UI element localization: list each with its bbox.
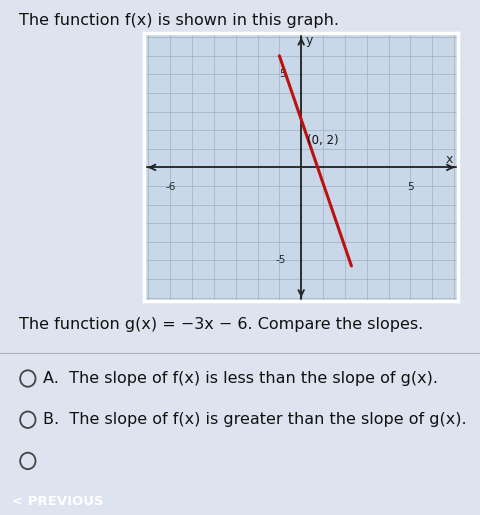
Text: The function f(x) is shown in this graph.: The function f(x) is shown in this graph… bbox=[19, 13, 339, 28]
Text: -6: -6 bbox=[165, 182, 175, 192]
Text: 5: 5 bbox=[407, 182, 414, 192]
Text: y: y bbox=[305, 35, 312, 47]
Text: -5: -5 bbox=[276, 255, 286, 265]
Text: The function g(x) = −3x − 6. Compare the slopes.: The function g(x) = −3x − 6. Compare the… bbox=[19, 317, 423, 332]
Text: < PREVIOUS: < PREVIOUS bbox=[12, 495, 103, 508]
Text: B.  The slope of f(x) is greater than the slope of g(x).: B. The slope of f(x) is greater than the… bbox=[43, 412, 467, 427]
Text: 5: 5 bbox=[279, 70, 286, 79]
Text: (0, 2): (0, 2) bbox=[307, 134, 338, 147]
Text: A.  The slope of f(x) is less than the slope of g(x).: A. The slope of f(x) is less than the sl… bbox=[43, 371, 438, 386]
Text: x: x bbox=[446, 152, 453, 165]
